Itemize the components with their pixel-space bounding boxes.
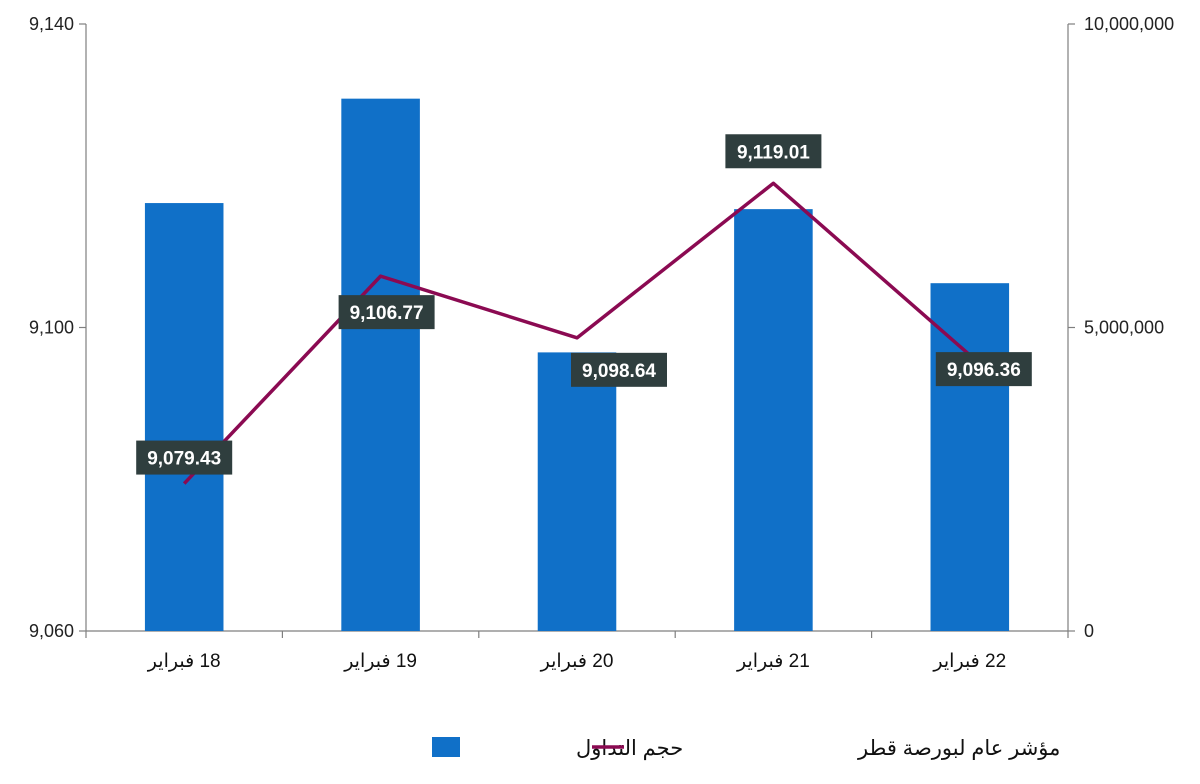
legend: حجم التداول مؤشر عام لبورصة قطر: [432, 737, 1060, 761]
x-tick-label: 18 فبراير: [147, 651, 221, 672]
y-right-tick-label: 10,000,000: [1084, 14, 1174, 34]
bar-trading-volume: [537, 352, 617, 631]
data-label-box: [935, 352, 1032, 387]
data-label-box: [338, 295, 435, 330]
data-label-text: 9,096.36: [947, 360, 1021, 381]
y-left-tick-label: 9,060: [29, 621, 74, 641]
line-layer: [182, 181, 971, 485]
y-left-tick-label: 9,140: [29, 14, 74, 34]
data-label-box: [725, 134, 822, 169]
x-tick-label: 21 فبراير: [736, 651, 810, 672]
y-right-tick-label: 0: [1084, 621, 1094, 641]
data-label-text: 9,079.43: [147, 449, 221, 470]
legend-swatch-bar: [432, 737, 460, 757]
x-tick-label: 20 فبراير: [540, 651, 614, 672]
bar-trading-volume: [144, 203, 224, 631]
bar-trading-volume: [930, 283, 1010, 631]
x-tick-label: 22 فبراير: [932, 651, 1006, 672]
axes-layer: 9,060 9,100 9,140 0 5,000,000 10,000,000 18 فب…: [29, 14, 1174, 672]
y-left-tick-label: 9,100: [29, 318, 74, 338]
bar-trading-volume: [734, 209, 813, 631]
y-right-tick-label: 5,000,000: [1084, 318, 1164, 338]
index-data-label: 9,098.64: [571, 352, 667, 387]
data-label-box: [571, 352, 667, 387]
legend-label-line: مؤشر عام لبورصة قطر: [857, 737, 1060, 760]
data-label-text: 9,106.77: [350, 303, 424, 324]
data-label-box: [136, 440, 233, 475]
index-data-label: 9,106.77: [338, 295, 435, 330]
index-data-label: 9,096.36: [935, 352, 1032, 387]
bars-layer: [144, 98, 1010, 631]
data-labels-layer: 9,079.43 9,106.77 9,098.64 9,119.01 9,096.36: [136, 134, 1032, 475]
index-line: [182, 181, 971, 485]
legend-label-bar: حجم التداول: [576, 737, 683, 761]
index-data-label: 9,119.01: [725, 134, 822, 169]
data-label-text: 9,119.01: [737, 142, 810, 163]
data-label-text: 9,098.64: [582, 361, 656, 382]
index-data-label: 9,079.43: [136, 440, 233, 475]
x-tick-label: 19 فبراير: [343, 651, 417, 672]
bar-trading-volume: [341, 98, 420, 631]
